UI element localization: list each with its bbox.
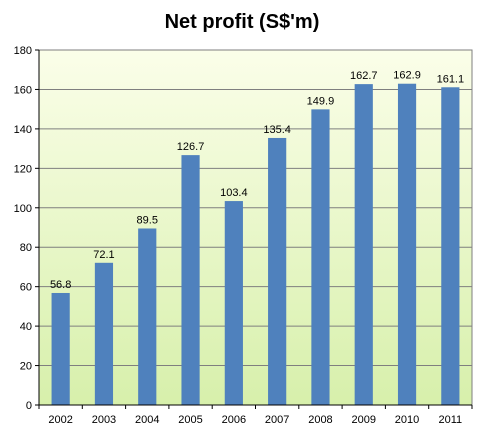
data-label: 161.1	[437, 73, 465, 85]
y-tick-label: 20	[20, 361, 32, 373]
data-label: 162.9	[393, 70, 421, 82]
x-tick-label: 2005	[178, 414, 202, 426]
y-tick-label: 140	[14, 124, 32, 136]
y-axis-ticks: 0 20 40 60 80 100 120 140 160 180	[14, 45, 32, 412]
bar-2007	[268, 137, 287, 405]
y-tick-label: 60	[20, 282, 32, 294]
bar-2003	[94, 262, 114, 405]
y-tick-label: 80	[20, 242, 32, 254]
y-tick-label: 180	[14, 45, 32, 57]
chart-title: Net profit (S$'m)	[165, 11, 320, 33]
bar-2006	[224, 201, 243, 405]
bar-2009	[354, 84, 373, 405]
x-tick-label: 2009	[352, 414, 376, 426]
bar-2005	[181, 155, 200, 405]
bar-2004	[138, 228, 157, 405]
x-tick-label: 2004	[135, 414, 159, 426]
y-tick-label: 160	[14, 84, 32, 96]
bar-2011	[441, 87, 460, 406]
bar-2008	[311, 109, 330, 405]
y-tick-label: 120	[14, 163, 32, 175]
data-label: 149.9	[307, 95, 335, 107]
x-tick-label: 2006	[222, 414, 246, 426]
y-tick-label: 0	[26, 400, 32, 412]
bar-2002	[51, 292, 70, 405]
data-label: 89.5	[137, 214, 158, 226]
axes	[35, 49, 473, 409]
data-label: 135.4	[263, 124, 291, 136]
x-tick-label: 2008	[308, 414, 332, 426]
x-tick-label: 2010	[395, 414, 419, 426]
data-label: 162.7	[350, 70, 378, 82]
x-tick-label: 2011	[439, 414, 463, 426]
bars	[51, 83, 460, 406]
data-label: 126.7	[177, 141, 205, 153]
y-tick-label: 100	[14, 203, 32, 215]
y-tick-label: 40	[20, 321, 32, 333]
data-label: 103.4	[220, 187, 248, 199]
x-tick-label: 2003	[92, 414, 116, 426]
data-labels: 56.8 72.1 89.5 126.7 103.4 135.4 149.9 162.7 162…	[50, 70, 464, 291]
x-tick-label: 2002	[48, 414, 72, 426]
data-label: 56.8	[50, 279, 71, 291]
data-label: 72.1	[93, 249, 114, 261]
x-tick-label: 2007	[265, 414, 289, 426]
x-axis-ticks: 2002 2003 2004 2005 2006 2007 2008 2009 2010 2011	[48, 414, 462, 426]
bar-2010	[397, 83, 417, 405]
